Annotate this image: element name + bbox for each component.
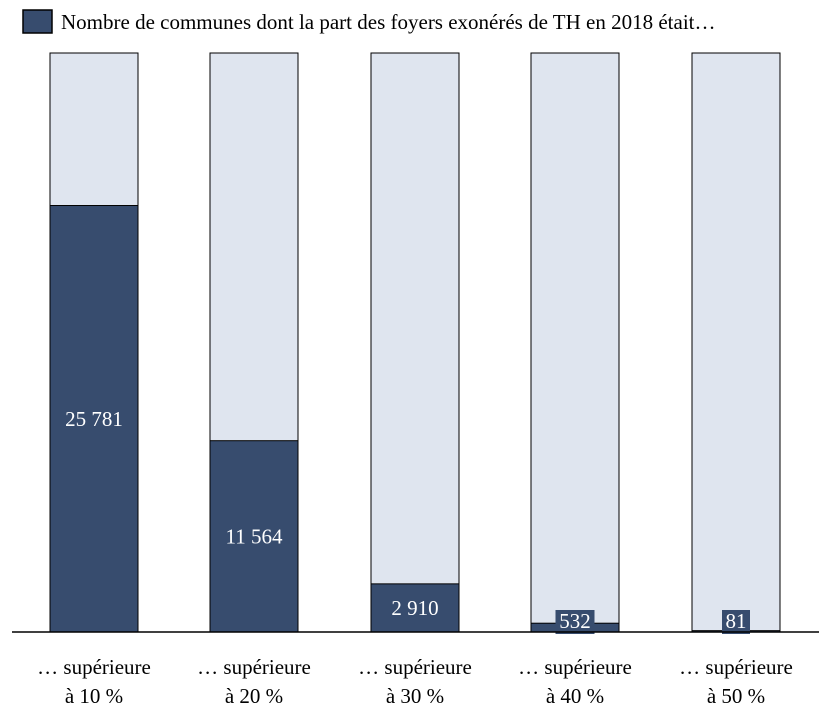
data-label: 532	[559, 609, 591, 633]
category-label: … supérieure	[358, 655, 472, 679]
category-label: à 10 %	[65, 684, 123, 708]
legend-label: Nombre de communes dont la part des foye…	[61, 10, 716, 34]
category-label: à 50 %	[707, 684, 765, 708]
data-label: 11 564	[226, 524, 283, 548]
data-label: 81	[726, 609, 747, 633]
data-label: 2 910	[391, 596, 438, 620]
data-label-background	[555, 610, 595, 634]
category-label: à 20 %	[225, 684, 283, 708]
bar	[209, 440, 299, 633]
legend: Nombre de communes dont la part des foye…	[22, 9, 716, 34]
legend-swatch	[22, 9, 53, 34]
data-label: 25 781	[65, 407, 123, 431]
category-labels: … supérieure à 10 % … supérieure à 20 % … su…	[37, 655, 793, 708]
data-label-background	[722, 610, 750, 634]
category-label: … supérieure	[518, 655, 632, 679]
category-label: … supérieure	[679, 655, 793, 679]
bar-background	[370, 52, 460, 633]
bars-group: 25 781 11 564 2 910 532 81	[49, 52, 781, 634]
category-label: à 30 %	[386, 684, 444, 708]
category-label: … supérieure	[197, 655, 311, 679]
category-label: … supérieure	[37, 655, 151, 679]
bar-background	[691, 52, 781, 633]
bar	[49, 205, 139, 633]
category-label: à 40 %	[546, 684, 604, 708]
bar-background	[530, 52, 620, 633]
